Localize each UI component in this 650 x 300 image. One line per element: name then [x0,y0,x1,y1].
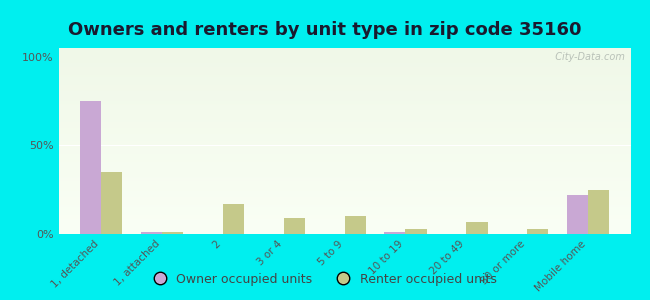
Bar [466,222,488,234]
Bar [527,229,549,234]
Bar [140,232,162,234]
Bar [567,195,588,234]
Text: Owners and renters by unit type in zip code 35160: Owners and renters by unit type in zip c… [68,21,582,39]
Bar [588,190,609,234]
Bar [283,218,305,234]
Bar [384,232,406,234]
Bar [223,204,244,234]
Bar [101,172,122,234]
Legend: Owner occupied units, Renter occupied units: Owner occupied units, Renter occupied un… [148,268,502,291]
Text: City-Data.com: City-Data.com [549,52,625,62]
Bar [344,216,366,234]
Bar [80,101,101,234]
Bar [162,232,183,234]
Bar [406,229,426,234]
